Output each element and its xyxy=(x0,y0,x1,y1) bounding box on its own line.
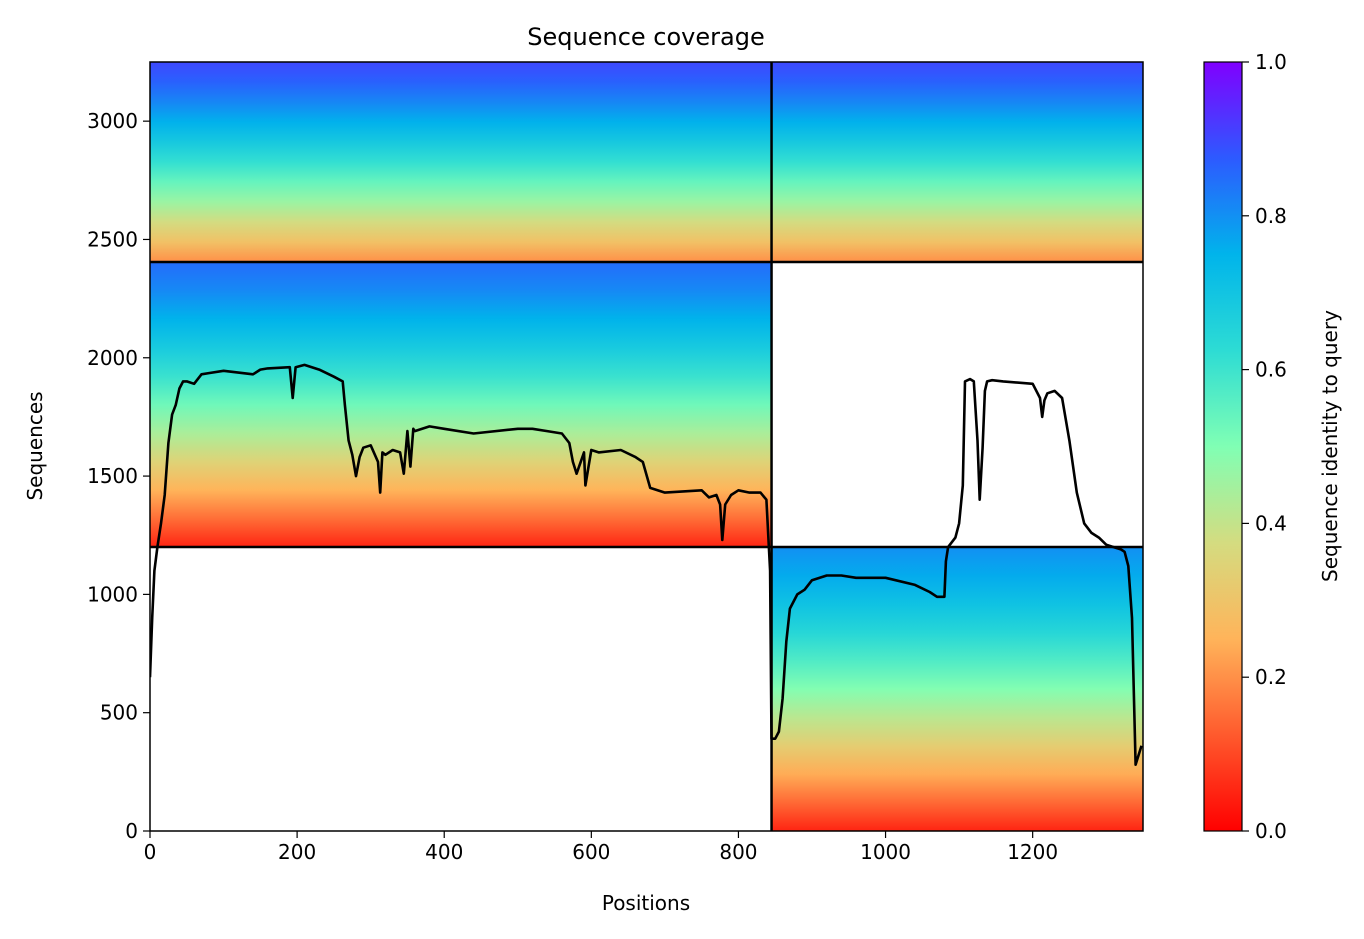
colorbar-axis: 0.0 0.2 0.4 0.6 0.8 1.0 xyxy=(1242,50,1287,843)
chart-title: Sequence coverage xyxy=(527,23,764,51)
x-tick-label: 800 xyxy=(719,840,757,864)
x-tick-label: 1200 xyxy=(1007,840,1058,864)
x-tick-label: 0 xyxy=(144,840,157,864)
colorbar xyxy=(1203,61,1243,832)
plot-frame xyxy=(149,61,1144,832)
plot-area xyxy=(150,62,1143,831)
colorbar-tick-label: 0.2 xyxy=(1255,665,1287,689)
x-axis: 0 200 400 600 800 1000 1200 xyxy=(144,831,1058,864)
x-axis-label: Positions xyxy=(602,891,690,915)
colorbar-tick-label: 0.8 xyxy=(1255,204,1287,228)
y-tick-label: 2000 xyxy=(87,346,138,370)
y-tick-label: 3000 xyxy=(87,109,138,133)
y-axis-label: Sequences xyxy=(23,391,47,500)
block-middle-left xyxy=(150,261,772,548)
y-tick-label: 2500 xyxy=(87,227,138,251)
block-top-right xyxy=(771,62,1143,262)
block-top-left xyxy=(150,62,772,262)
y-tick-label: 1500 xyxy=(87,464,138,488)
colorbar-tick-label: 1.0 xyxy=(1255,50,1287,74)
colorbar-tick-label: 0.6 xyxy=(1255,358,1287,382)
y-axis: 0 500 1000 1500 2000 2500 3000 xyxy=(87,109,150,843)
x-tick-label: 200 xyxy=(278,840,316,864)
colorbar-tick-label: 0.0 xyxy=(1255,819,1287,843)
x-tick-label: 600 xyxy=(572,840,610,864)
coverage-line xyxy=(150,363,1143,767)
colorbar-label: Sequence identity to query xyxy=(1318,310,1342,582)
colorbar-tick-label: 0.4 xyxy=(1255,511,1287,535)
block-bottom-right xyxy=(771,547,1143,831)
x-tick-label: 400 xyxy=(425,840,463,864)
y-tick-label: 1000 xyxy=(87,582,138,606)
y-tick-label: 0 xyxy=(125,819,138,843)
x-tick-label: 1000 xyxy=(860,840,911,864)
y-tick-label: 500 xyxy=(100,701,138,725)
